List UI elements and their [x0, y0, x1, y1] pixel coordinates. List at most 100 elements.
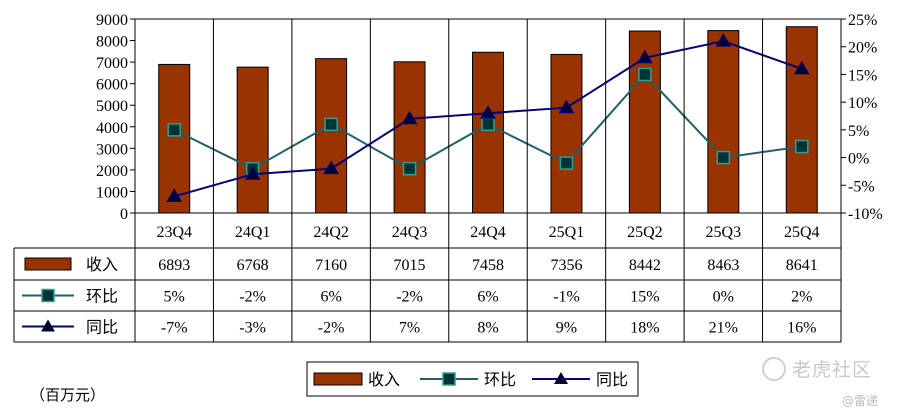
watermark-brand-text: 老虎社区 — [792, 359, 873, 381]
legend-revenue-label: 收入 — [368, 371, 400, 389]
data-label: -7% — [161, 320, 188, 337]
qoq-point — [402, 161, 417, 176]
category-label: 23Q4 — [156, 224, 192, 241]
watermark-author: @雷递 — [842, 394, 879, 408]
qoq-point — [324, 117, 338, 132]
data-label: 0% — [713, 289, 734, 306]
qoq-point — [559, 156, 574, 170]
series-name: 收入 — [86, 256, 118, 274]
right-tick-label: -10% — [848, 206, 883, 223]
left-tick-label: 9000 — [96, 12, 128, 29]
data-label: 8442 — [629, 257, 661, 274]
revenue-bar — [785, 26, 818, 214]
yoy-point — [637, 49, 653, 64]
data-label: 8463 — [707, 257, 739, 274]
category-label: 25Q2 — [627, 224, 663, 241]
qoq-key-icon — [41, 288, 55, 303]
category-label: 24Q1 — [235, 224, 271, 241]
series-name: 环比 — [86, 288, 118, 306]
data-label: -2% — [318, 320, 345, 337]
data-label: 6768 — [237, 257, 269, 274]
left-axis: 0 1000 2000 3000 4000 5000 6000 7000 8000 9000 — [96, 12, 135, 223]
data-label: 7160 — [315, 257, 347, 274]
data-label: -2% — [239, 289, 266, 306]
left-tick-label: 1000 — [96, 184, 128, 201]
right-tick-label: 20% — [848, 40, 877, 57]
revenue-bar — [550, 53, 583, 214]
legend-revenue-icon — [313, 372, 363, 386]
legend-yoy-icon — [554, 372, 568, 384]
category-label: 24Q3 — [392, 224, 428, 241]
data-label: -3% — [239, 320, 266, 337]
tiger-logo-icon — [762, 357, 786, 381]
yoy-point — [558, 99, 575, 114]
data-label: 7% — [399, 320, 420, 337]
yoy-point — [323, 160, 339, 175]
category-label: 25Q1 — [549, 224, 585, 241]
qoq-point — [638, 67, 652, 82]
series-name: 同比 — [86, 319, 118, 337]
data-label: 21% — [709, 320, 738, 337]
data-label: 7015 — [394, 257, 426, 274]
yoy-point — [401, 110, 418, 125]
left-tick-label: 4000 — [96, 120, 128, 137]
data-label: 8% — [477, 320, 498, 337]
data-label: 18% — [630, 320, 659, 337]
data-label: 6% — [320, 289, 341, 306]
data-label: 6% — [477, 289, 498, 306]
data-label: 5% — [164, 289, 185, 306]
right-tick-label: 10% — [848, 95, 877, 112]
watermark-brand: 老虎社区 — [762, 355, 872, 382]
left-tick-label: 2000 — [96, 163, 128, 180]
qoq-point — [481, 117, 495, 132]
right-axis: -10% -5% 0% 5% 10% 15% 20% 25% — [841, 12, 883, 223]
data-label: 6893 — [158, 257, 190, 274]
yoy-point — [244, 166, 261, 180]
revenue-key-icon — [24, 257, 72, 271]
revenue-bar — [315, 58, 348, 214]
qoq-point — [167, 123, 181, 137]
category-label: 24Q2 — [313, 224, 349, 241]
left-tick-label: 5000 — [96, 98, 128, 115]
yoy-point — [166, 188, 183, 202]
left-tick-label: 0 — [120, 206, 128, 223]
legend-yoy-label: 同比 — [596, 371, 628, 389]
left-tick-label: 7000 — [96, 55, 128, 72]
revenue-bar — [393, 61, 426, 214]
data-label: 16% — [787, 320, 816, 337]
legend-qoq-label: 环比 — [484, 371, 516, 389]
data-label: 8641 — [786, 257, 818, 274]
data-label: -1% — [553, 289, 580, 306]
yoy-point — [480, 105, 496, 119]
data-table: 23Q4 24Q1 24Q2 24Q3 24Q4 25Q1 25Q2 25Q3 25Q4 收入 68… — [13, 19, 842, 343]
growth-lines — [166, 33, 810, 202]
yoy-point — [793, 60, 810, 75]
right-tick-label: 5% — [848, 123, 869, 140]
legend: 收入 环比 同比 — [306, 361, 639, 397]
data-label: 2% — [791, 289, 812, 306]
data-label: -2% — [396, 289, 423, 306]
category-label: 24Q4 — [470, 224, 506, 241]
left-tick-label: 8000 — [96, 34, 128, 51]
revenue-bar — [236, 66, 269, 214]
right-tick-label: 25% — [848, 12, 877, 29]
data-label: 7458 — [472, 257, 504, 274]
qoq-point — [795, 139, 809, 154]
category-label: 25Q3 — [706, 224, 742, 241]
data-label: 15% — [630, 289, 659, 306]
revenue-bars — [158, 26, 818, 214]
right-tick-label: 15% — [848, 67, 877, 84]
yoy-point — [715, 33, 732, 47]
left-tick-label: 3000 — [96, 141, 128, 158]
unit-label: （百万元） — [30, 386, 106, 404]
data-label: 9% — [556, 320, 577, 337]
legend-qoq-icon — [442, 372, 456, 386]
category-label: 25Q4 — [784, 224, 820, 241]
right-tick-label: -5% — [848, 178, 875, 195]
data-label: 7356 — [550, 257, 582, 274]
revenue-bar — [472, 51, 504, 214]
qoq-point — [716, 150, 731, 165]
left-tick-label: 6000 — [96, 77, 128, 94]
yoy-key-icon — [41, 319, 55, 332]
